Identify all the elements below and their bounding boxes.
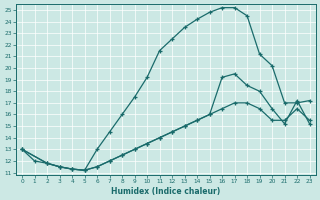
- X-axis label: Humidex (Indice chaleur): Humidex (Indice chaleur): [111, 187, 220, 196]
